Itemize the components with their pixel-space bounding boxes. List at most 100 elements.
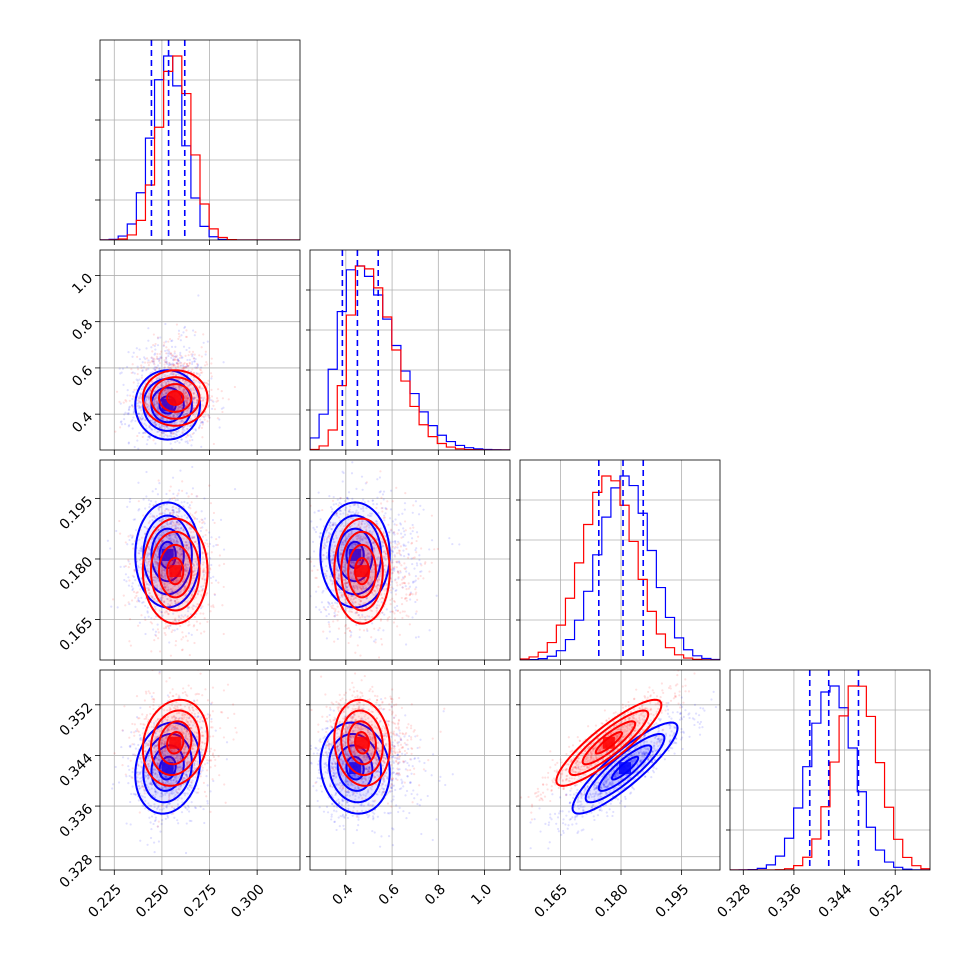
scatter-point xyxy=(173,357,177,361)
scatter-point xyxy=(154,567,157,570)
scatter-point xyxy=(146,357,149,360)
scatter-point xyxy=(311,540,315,544)
scatter-point xyxy=(133,518,137,521)
scatter-point xyxy=(204,414,207,417)
scatter-point xyxy=(174,594,177,597)
scatter-point xyxy=(198,424,202,427)
scatter-point xyxy=(147,521,150,525)
scatter-point xyxy=(169,588,173,591)
scatter-point xyxy=(128,424,131,427)
scatter-point xyxy=(408,585,412,588)
scatter-point xyxy=(172,538,176,541)
scatter-point xyxy=(170,522,173,526)
scatter-point xyxy=(176,598,179,601)
scatter-point xyxy=(201,578,204,581)
scatter-point xyxy=(164,622,167,625)
scatter-point xyxy=(413,580,416,583)
scatter-point xyxy=(173,350,176,353)
scatter-point xyxy=(151,515,154,518)
scatter-point xyxy=(127,560,130,563)
scatter-point xyxy=(199,371,203,374)
scatter-point xyxy=(139,556,143,559)
scatter-point xyxy=(148,584,151,587)
scatter-point xyxy=(133,570,136,573)
scatter-point xyxy=(153,560,156,563)
scatter-point xyxy=(178,441,181,444)
scatter-point xyxy=(377,629,380,632)
scatter-point xyxy=(191,353,194,356)
scatter-point xyxy=(209,398,212,402)
scatter-point xyxy=(169,654,173,657)
scatter-point xyxy=(200,396,203,400)
scatter-point xyxy=(332,495,335,499)
scatter-point xyxy=(168,338,172,341)
scatter-point xyxy=(156,549,159,552)
scatter-point xyxy=(146,554,150,557)
scatter-point xyxy=(187,354,190,357)
scatter-point xyxy=(343,499,347,503)
scatter-point xyxy=(177,359,180,362)
scatter-point xyxy=(147,499,151,502)
scatter-point xyxy=(183,390,186,393)
scatter-point xyxy=(177,561,180,564)
scatter-point xyxy=(163,359,166,362)
scatter-point xyxy=(165,563,168,567)
scatter-point xyxy=(185,569,189,572)
scatter-point xyxy=(178,420,181,423)
scatter-point xyxy=(198,368,202,371)
scatter-point xyxy=(182,529,185,532)
scatter-point xyxy=(118,367,121,370)
scatter-point xyxy=(181,414,185,417)
scatter-point xyxy=(184,393,187,396)
scatter-point xyxy=(185,390,188,393)
scatter-point xyxy=(159,588,162,591)
scatter-point xyxy=(148,393,151,397)
scatter-point xyxy=(181,648,184,651)
scatter-point xyxy=(157,528,160,531)
scatter-point xyxy=(152,402,156,406)
scatter-point xyxy=(188,425,192,428)
panel-2-1 xyxy=(296,459,511,665)
scatter-point xyxy=(403,554,406,558)
scatter-point xyxy=(203,582,206,585)
scatter-point xyxy=(131,574,134,577)
scatter-point xyxy=(165,564,168,567)
scatter-point xyxy=(382,490,386,493)
scatter-point xyxy=(196,495,199,498)
scatter-point xyxy=(139,392,142,395)
scatter-point xyxy=(124,399,127,402)
scatter-point xyxy=(177,605,180,608)
scatter-point xyxy=(165,374,168,377)
scatter-point xyxy=(212,575,215,578)
scatter-point xyxy=(186,607,190,610)
scatter-point xyxy=(183,564,186,568)
scatter-point xyxy=(166,379,169,383)
scatter-point xyxy=(162,432,165,435)
scatter-point xyxy=(144,557,148,560)
scatter-point xyxy=(153,420,156,424)
scatter-point xyxy=(166,522,169,525)
scatter-point xyxy=(296,544,298,546)
scatter-point xyxy=(176,372,179,375)
scatter-point xyxy=(196,401,199,404)
scatter-point xyxy=(127,584,131,587)
scatter-point xyxy=(147,339,150,342)
scatter-point xyxy=(180,334,183,337)
scatter-point xyxy=(175,619,178,623)
contour-line xyxy=(166,390,185,406)
scatter-point xyxy=(146,402,149,406)
scatter-point xyxy=(156,562,160,565)
scatter-point xyxy=(195,372,198,375)
scatter-point xyxy=(165,543,168,547)
scatter-point xyxy=(414,588,417,591)
scatter-point xyxy=(186,396,190,400)
scatter-point xyxy=(196,592,200,595)
scatter-point xyxy=(379,470,382,473)
scatter-point xyxy=(142,386,145,389)
scatter-point xyxy=(207,383,210,386)
scatter-point xyxy=(152,597,156,600)
scatter-point xyxy=(145,399,148,402)
scatter-point xyxy=(180,638,183,641)
scatter-point xyxy=(187,547,190,550)
scatter-point xyxy=(186,401,189,404)
